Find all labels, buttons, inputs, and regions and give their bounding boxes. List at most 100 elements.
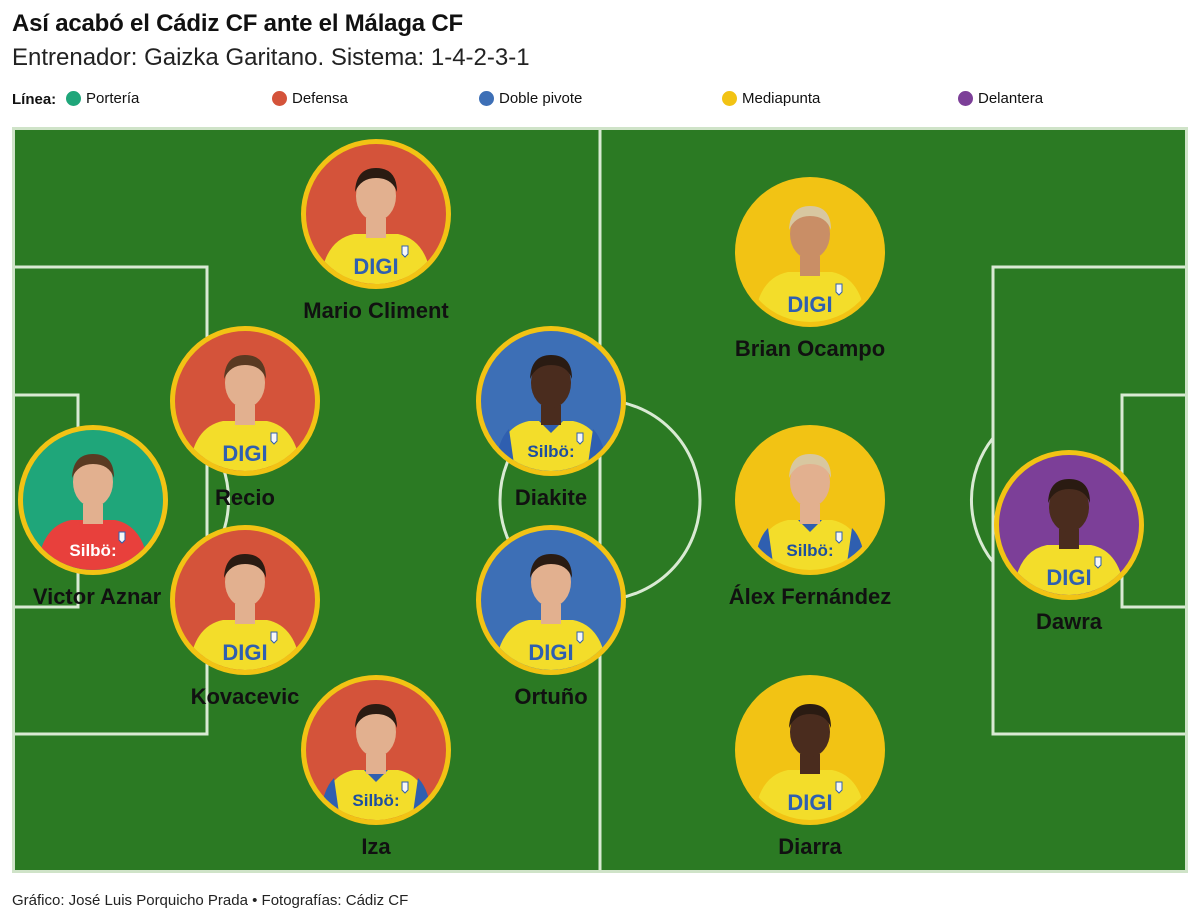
player-neck xyxy=(541,405,561,425)
player-head xyxy=(356,707,396,757)
player-photo: DIGI xyxy=(301,139,451,289)
sponsor-logo: DIGI xyxy=(787,790,832,815)
sponsor-logo: Silbö: xyxy=(786,541,833,560)
player-head xyxy=(73,457,113,507)
footer-credit: Gráfico: José Luis Porquicho Prada • Fot… xyxy=(12,892,409,909)
legend-dot xyxy=(958,91,973,106)
player-silhouette: DIGI xyxy=(1013,479,1125,595)
player-silhouette: DIGI xyxy=(189,554,301,670)
player-photo: DIGI xyxy=(476,525,626,675)
player-name: Álex Fernández xyxy=(728,584,892,609)
shirt-sleeve-left xyxy=(320,778,340,820)
player-name: Dawra xyxy=(1035,609,1103,634)
player-neck xyxy=(541,604,561,624)
player-hair xyxy=(789,206,831,230)
player-silhouette: Silbö: xyxy=(320,704,432,820)
legend-dot xyxy=(722,91,737,106)
player-neck xyxy=(800,504,820,524)
player-neck xyxy=(83,504,103,524)
legend-label: Mediapunta xyxy=(742,90,821,107)
player-hair xyxy=(355,704,397,728)
player-hair xyxy=(789,454,831,478)
player-head xyxy=(225,557,265,607)
player-name: Mario Climent xyxy=(303,298,449,323)
player-silhouette: DIGI xyxy=(189,355,301,471)
legend: Línea: Portería Defensa Doble pivote Med… xyxy=(12,90,1192,112)
sponsor-logo: DIGI xyxy=(353,254,398,279)
legend-item-mediapunta: Mediapunta xyxy=(722,90,820,107)
club-badge-icon xyxy=(576,631,584,644)
player-silhouette: DIGI xyxy=(754,206,866,322)
player-neck xyxy=(366,218,386,238)
club-badge-icon xyxy=(401,245,409,258)
player-hair xyxy=(789,704,831,728)
player-name: Diakite xyxy=(514,485,588,510)
legend-label: Portería xyxy=(86,90,140,107)
player-hair xyxy=(530,554,572,578)
player-neck xyxy=(235,604,255,624)
player-photo: Silbö: xyxy=(301,675,451,825)
player-head xyxy=(531,358,571,408)
player-neck xyxy=(800,256,820,276)
player-neck xyxy=(235,405,255,425)
sponsor-logo: Silbö: xyxy=(352,791,399,810)
player-head xyxy=(790,707,830,757)
club-badge-icon xyxy=(1094,556,1102,569)
legend-dot xyxy=(272,91,287,106)
football-pitch: DIGI Mario Climent DIGI Recio Silbö: Vic… xyxy=(12,127,1188,873)
player-hair xyxy=(224,355,266,379)
legend-dot xyxy=(66,91,81,106)
player-hair xyxy=(355,168,397,192)
player-name: Diarra xyxy=(778,834,842,859)
player-hair xyxy=(224,554,266,578)
player-neck xyxy=(366,754,386,774)
player-photo: DIGI xyxy=(735,177,885,327)
player-head xyxy=(790,457,830,507)
legend-dot xyxy=(479,91,494,106)
sponsor-logo: Silbö: xyxy=(69,541,116,560)
legend-item-doble-pivote: Doble pivote xyxy=(479,90,582,107)
legend-title: Línea: xyxy=(12,91,57,108)
sponsor-logo: Silbö: xyxy=(527,442,574,461)
legend-item-delantera: Delantera xyxy=(958,90,1043,107)
player-silhouette: Silbö: xyxy=(37,454,149,570)
player-hair xyxy=(530,355,572,379)
player-neck xyxy=(800,754,820,774)
player-neck xyxy=(1059,529,1079,549)
player-silhouette: DIGI xyxy=(495,554,607,670)
club-badge-icon xyxy=(576,432,584,445)
player-name: Recio xyxy=(215,485,275,510)
shirt-sleeve-right xyxy=(412,778,432,820)
player-silhouette: Silbö: xyxy=(754,454,866,570)
player-photo: DIGI xyxy=(735,675,885,825)
player-name: Kovacevic xyxy=(190,684,300,709)
club-badge-icon xyxy=(401,781,409,794)
club-badge-icon xyxy=(835,781,843,794)
player-photo: DIGI xyxy=(170,525,320,675)
player-photo: Silbö: xyxy=(735,425,885,575)
player-hair xyxy=(72,454,114,478)
club-badge-icon xyxy=(835,283,843,296)
left-penalty-area xyxy=(15,265,209,736)
legend-label: Defensa xyxy=(292,90,348,107)
club-badge-icon xyxy=(270,432,278,445)
player-head xyxy=(1049,482,1089,532)
legend-item-defensa: Defensa xyxy=(272,90,348,107)
chart-subtitle: Entrenador: Gaizka Garitano. Sistema: 1-… xyxy=(12,44,530,71)
sponsor-logo: DIGI xyxy=(787,292,832,317)
player-name: Ortuño xyxy=(514,684,588,709)
sponsor-logo: DIGI xyxy=(222,640,267,665)
shirt-sleeve-right xyxy=(587,429,607,471)
player-head xyxy=(531,557,571,607)
shirt-sleeve-left xyxy=(495,429,515,471)
right-penalty-area xyxy=(991,265,1185,736)
player-head xyxy=(225,358,265,408)
player-photo: DIGI xyxy=(994,450,1144,600)
sponsor-logo: DIGI xyxy=(1046,565,1091,590)
legend-label: Delantera xyxy=(978,90,1044,107)
player-silhouette: DIGI xyxy=(754,704,866,820)
right-penalty-arc xyxy=(970,437,995,563)
legend-label: Doble pivote xyxy=(499,90,583,107)
player-name: Iza xyxy=(361,834,391,859)
player-silhouette: Silbö: xyxy=(495,355,607,471)
